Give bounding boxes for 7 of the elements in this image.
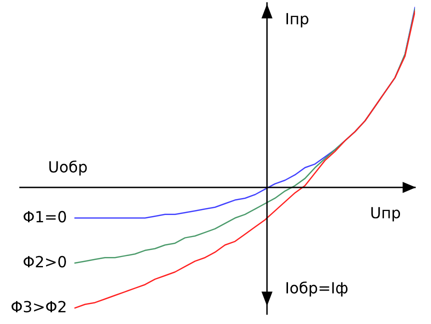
series-label: Φ3>Φ2 (12, 300, 66, 312)
series-label: Φ1=0 (24, 210, 66, 222)
x-axis-title: Uпр (371, 207, 400, 222)
series-label: Φ2>0 (24, 256, 66, 268)
annotation: Iобр=Iф (286, 281, 348, 297)
annotation: Uобр (49, 160, 87, 176)
y-axis-title: Iпр (286, 13, 308, 28)
